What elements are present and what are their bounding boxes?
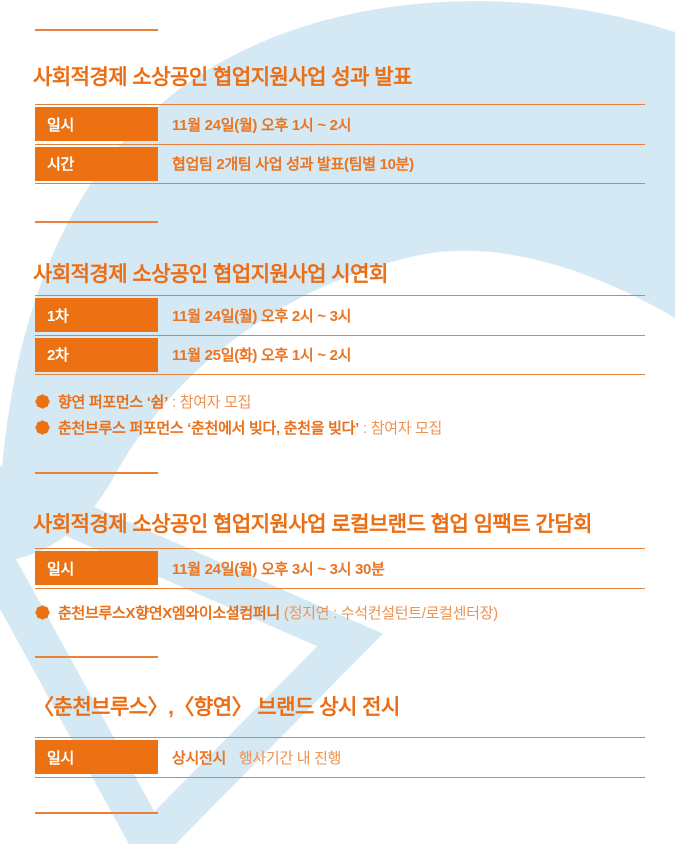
bullet-text-regular: : 참여자 모집 (171, 393, 252, 411)
section-title-demonstration: 사회적경제 소상공인 협업지원사업 시연회 (33, 263, 388, 286)
bullet-text-regular: : 참여자 모집 (362, 419, 443, 437)
row-value: 협업팀 2개팀 사업 성과 발표(팀별 10분) (172, 156, 414, 174)
roundtable-table: 일시 11월 24일(월) 오후 3시 ~ 3시 30분 (35, 548, 645, 589)
flower-bullet-icon (35, 604, 50, 620)
row-label: 1차 (47, 307, 69, 325)
row-value: 11월 24일(월) 오후 3시 ~ 3시 30분 (172, 560, 385, 578)
row-label: 시간 (47, 156, 75, 174)
blue-crescent-shape (0, 1, 675, 562)
section-divider (35, 812, 158, 814)
row-value-bold: 상시전시 (172, 749, 227, 767)
bullet-item: 향연 퍼포먼스 ‘쉼’ : 참여자 모집 (35, 390, 251, 412)
bullet-item: 춘천브루스X향연X엠와이소셜컴퍼니 (정지연 : 수석컨설턴트/로컬센터장) (35, 601, 498, 623)
row-value: 11월 24일(월) 오후 2시 ~ 3시 (172, 307, 352, 325)
table-row: 시간 협업팀 2개팀 사업 성과 발표(팀별 10분) (35, 145, 645, 184)
table-value-cell: 협업팀 2개팀 사업 성과 발표(팀별 10분) (158, 153, 645, 174)
bullet-text-regular: (정지연 : 수석컨설턴트/로컬센터장) (283, 604, 498, 622)
table-value-cell: 11월 24일(월) 오후 3시 ~ 3시 30분 (158, 558, 645, 579)
table-value-cell: 11월 25일(화) 오후 1시 ~ 2시 (158, 344, 645, 365)
flower-bullet-icon (35, 419, 50, 435)
section-divider (35, 656, 158, 658)
flower-bullet-icon (35, 393, 50, 409)
bullet-item: 춘천브루스 퍼포먼스 ‘춘천에서 빚다, 춘천을 빚다’ : 참여자 모집 (35, 416, 442, 438)
demonstration-table: 1차 11월 24일(월) 오후 2시 ~ 3시 2차 11월 25일(화) 오… (35, 295, 645, 375)
table-row: 일시 11월 24일(월) 오후 1시 ~ 2시 (35, 105, 645, 145)
table-label-cell: 1차 (35, 298, 158, 333)
row-label: 일시 (47, 116, 75, 134)
exhibition-table: 일시 상시전시 행사기간 내 진행 (35, 737, 645, 778)
table-value-cell: 상시전시 행사기간 내 진행 (158, 747, 645, 768)
row-label: 일시 (47, 749, 75, 767)
table-label-cell: 일시 (35, 740, 158, 775)
table-label-cell: 일시 (35, 107, 158, 142)
row-label: 일시 (47, 560, 75, 578)
section-divider (35, 221, 158, 223)
table-row: 일시 11월 24일(월) 오후 3시 ~ 3시 30분 (35, 549, 645, 589)
bullet-text-bold: 향연 퍼포먼스 ‘쉼’ (58, 393, 168, 411)
section-title-exhibition: 〈춘천브루스〉,〈향연〉 브랜드 상시 전시 (33, 696, 400, 719)
results-table: 일시 11월 24일(월) 오후 1시 ~ 2시 시간 협업팀 2개팀 사업 성… (35, 104, 645, 184)
table-value-cell: 11월 24일(월) 오후 1시 ~ 2시 (158, 114, 645, 135)
row-label: 2차 (47, 347, 69, 365)
blue-triangle-outline-shape (0, 465, 383, 844)
table-row: 1차 11월 24일(월) 오후 2시 ~ 3시 (35, 296, 645, 336)
table-label-cell: 일시 (35, 551, 158, 586)
section-title-results: 사회적경제 소상공인 협업지원사업 성과 발표 (33, 66, 412, 89)
table-label-cell: 2차 (35, 337, 158, 372)
section-divider (35, 472, 158, 474)
table-label-cell: 시간 (35, 146, 158, 181)
table-row: 일시 상시전시 행사기간 내 진행 (35, 738, 645, 778)
section-title-roundtable: 사회적경제 소상공인 협업지원사업 로컬브랜드 협업 임팩트 간담회 (33, 513, 592, 536)
table-row: 2차 11월 25일(화) 오후 1시 ~ 2시 (35, 336, 645, 375)
section-divider (35, 29, 158, 31)
row-value-regular: 행사기간 내 진행 (238, 749, 342, 767)
row-value: 11월 24일(월) 오후 1시 ~ 2시 (172, 116, 352, 134)
row-value: 11월 25일(화) 오후 1시 ~ 2시 (172, 347, 352, 365)
bullet-text-bold: 춘천브루스 퍼포먼스 ‘춘천에서 빚다, 춘천을 빚다’ (58, 419, 359, 437)
bullet-text-bold: 춘천브루스X향연X엠와이소셜컴퍼니 (58, 604, 280, 622)
table-value-cell: 11월 24일(월) 오후 2시 ~ 3시 (158, 305, 645, 326)
